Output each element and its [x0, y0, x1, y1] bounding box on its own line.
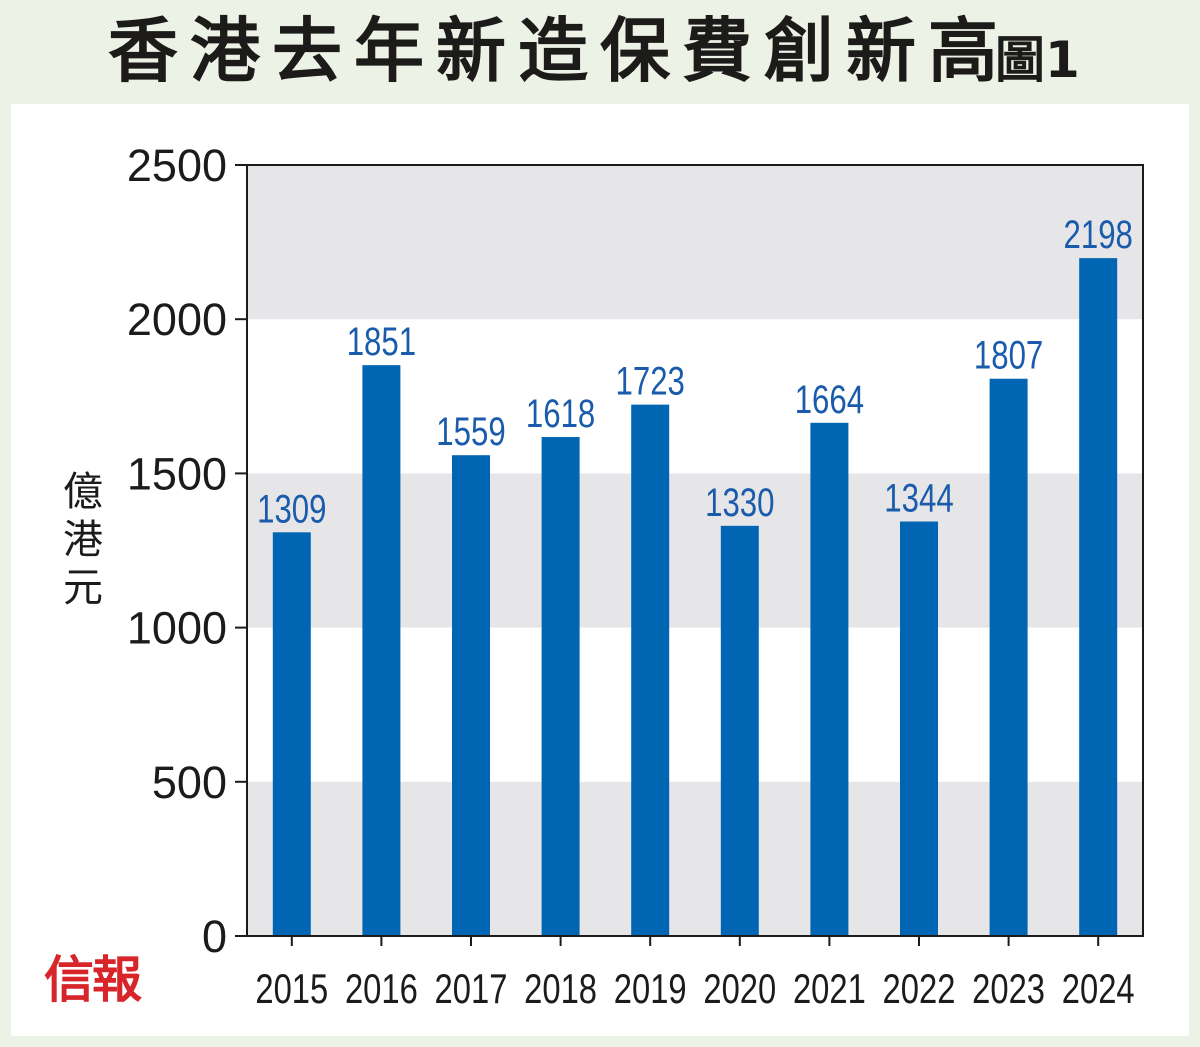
- y-tick-label: 1000: [127, 603, 227, 654]
- x-tick-label: 2017: [435, 965, 508, 1012]
- bar: [810, 422, 849, 936]
- bar: [631, 404, 670, 936]
- x-tick-label: 2015: [255, 965, 328, 1012]
- y-tick-label: 2000: [127, 294, 227, 345]
- x-tick-label: 2016: [345, 965, 418, 1012]
- bar: [1079, 258, 1118, 936]
- bar: [362, 365, 401, 936]
- x-tick-label: 2024: [1062, 965, 1135, 1012]
- data-label: 1344: [884, 476, 953, 521]
- x-tick-label: 2021: [793, 965, 866, 1012]
- figure-label: 圖1: [995, 31, 1080, 89]
- x-tick-label: 2019: [614, 965, 687, 1012]
- bar: [272, 532, 311, 936]
- x-tick-label: 2020: [703, 965, 776, 1012]
- x-tick-labels: 2015 2016 2017 2018 2019 2020 2021 2022 2023 2024: [255, 965, 1134, 1012]
- y-axis-label: 億 港 元: [63, 469, 103, 611]
- bar-series: [272, 258, 1118, 936]
- y-tick-label: 1500: [127, 448, 227, 499]
- axes: [235, 164, 1144, 946]
- x-tick-label: 2023: [972, 965, 1045, 1012]
- plot-frame: [246, 164, 1144, 937]
- chart-title: 香港去年新造保費創新高: [108, 10, 1010, 92]
- x-tick-label: 2018: [524, 965, 597, 1012]
- y-tick-label: 0: [202, 911, 227, 962]
- value-labels: 1309 1851 1559 1618 1723 1330 1664 1344 1807 2198: [257, 212, 1133, 531]
- data-label: 1723: [616, 359, 685, 404]
- y-tick-label: 500: [152, 757, 227, 808]
- bar: [452, 455, 490, 936]
- bar: [900, 521, 938, 936]
- data-label: 1330: [705, 480, 774, 525]
- data-label: 1664: [795, 377, 864, 422]
- data-label: 2198: [1064, 212, 1133, 257]
- x-tick-label: 2022: [883, 965, 956, 1012]
- data-label: 1559: [436, 410, 505, 455]
- y-tick-label: 2500: [127, 140, 227, 191]
- data-label: 1807: [974, 333, 1043, 378]
- data-label: 1309: [257, 487, 326, 532]
- grid-band: [247, 165, 1143, 320]
- data-label: 1851: [347, 319, 416, 364]
- bar: [989, 378, 1028, 936]
- bar: [541, 437, 580, 936]
- brand-logo: 信報: [44, 950, 142, 1009]
- data-label: 1618: [526, 391, 595, 436]
- bar: [720, 525, 759, 936]
- y-tick-labels: 0 500 1000 1500 2000 2500: [127, 140, 227, 962]
